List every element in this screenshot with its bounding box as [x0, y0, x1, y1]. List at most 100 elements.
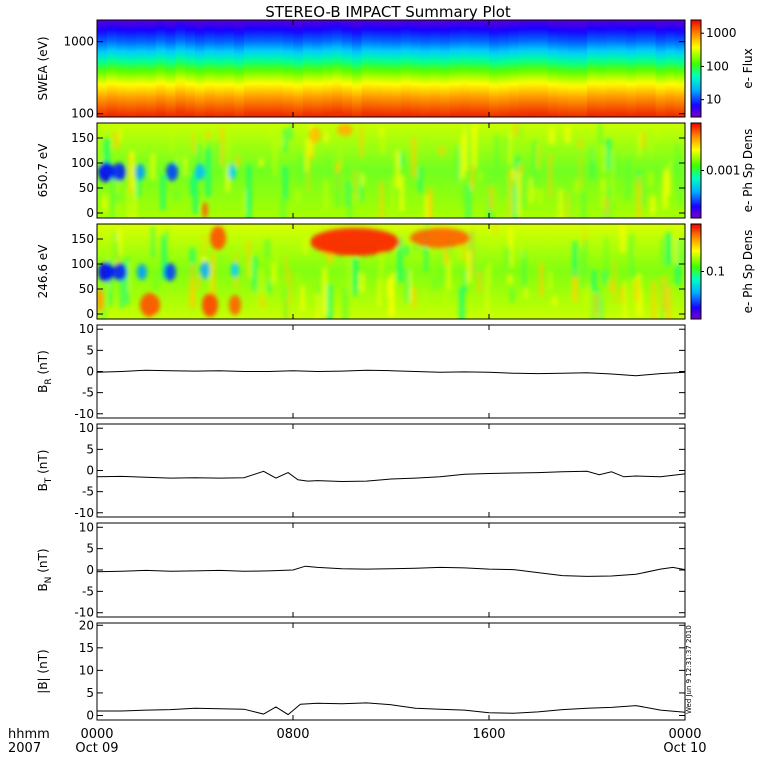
- heatmap-streak: [516, 172, 521, 216]
- y-tick-label: 0: [86, 365, 94, 379]
- heatmap-streak: [572, 270, 579, 302]
- heatmap-streak: [662, 168, 668, 209]
- heatmap-feature: [200, 261, 210, 279]
- heatmap-column: [263, 20, 274, 116]
- heatmap-streak: [641, 132, 646, 149]
- heatmap-streak: [512, 187, 519, 218]
- time-tick-label: 0800: [276, 727, 309, 742]
- colorbar-tick-label: 100: [706, 59, 729, 73]
- heatmap-column: [253, 20, 264, 116]
- heatmap-column: [449, 20, 460, 117]
- heatmap-streak: [613, 261, 617, 304]
- heatmap-streak: [103, 138, 110, 173]
- heatmap-streak: [135, 172, 141, 198]
- heatmap-streak: [176, 153, 180, 164]
- heatmap-streak: [487, 262, 492, 284]
- heatmap-streak: [640, 181, 646, 207]
- heatmap-streak: [116, 193, 121, 202]
- heatmap-streak: [486, 266, 489, 312]
- heatmap-streak: [591, 270, 597, 291]
- heatmap-streak: [125, 257, 129, 305]
- heatmap-streak: [665, 232, 672, 266]
- heatmap-streak: [466, 250, 472, 283]
- heatmap-streak: [127, 186, 130, 218]
- time-tick-label: 1600: [472, 727, 505, 742]
- heatmap-streak: [219, 127, 225, 166]
- panel-5: -10 -5 0 5 10 BT (nT): [36, 421, 686, 520]
- heatmap-column: [479, 20, 489, 117]
- heatmap-streak: [149, 162, 152, 175]
- heatmap-streak: [183, 156, 188, 176]
- time-axis-label-top: hhmm: [8, 727, 50, 742]
- heatmap-column: [293, 23, 303, 117]
- heatmap-streak: [264, 239, 271, 258]
- heatmap-streak: [395, 150, 400, 189]
- y-axis-label: |B| (nT): [36, 649, 50, 693]
- heatmap-streak: [600, 178, 606, 208]
- y-tick-label: -5: [82, 584, 94, 598]
- panel-frame: [96, 324, 686, 419]
- heatmap-streak: [342, 286, 349, 319]
- heatmap-streak: [470, 164, 475, 190]
- heatmap-streak: [379, 181, 384, 218]
- heatmap-streak: [379, 128, 386, 154]
- y-tick-label: 5: [86, 442, 94, 456]
- heatmap-streak: [424, 288, 427, 309]
- heatmap-streak: [620, 224, 625, 253]
- heatmap-streak: [113, 131, 119, 150]
- heatmap-streak: [456, 145, 459, 184]
- heatmap-streak: [529, 178, 533, 203]
- heatmap-feature: [410, 228, 470, 248]
- heatmap-streak: [654, 127, 661, 139]
- heatmap-streak: [123, 267, 126, 303]
- heatmap-streak: [678, 160, 682, 207]
- heatmap-streak: [197, 143, 200, 178]
- time-axis-label-bottom: 2007: [8, 741, 41, 756]
- y-tick-label: 5: [86, 686, 94, 700]
- y-tick-label: 1000: [63, 35, 94, 49]
- heatmap-streak: [424, 248, 428, 272]
- heatmap-streak: [457, 167, 461, 186]
- heatmap-streak: [463, 190, 469, 218]
- heatmap-streak: [335, 171, 341, 207]
- heatmap-streak: [494, 134, 499, 181]
- heatmap-streak: [278, 137, 282, 147]
- heatmap-streak: [197, 274, 201, 289]
- heatmap-streak: [378, 244, 384, 292]
- heatmap-streak: [624, 158, 631, 200]
- heatmap-streak: [494, 224, 498, 235]
- heatmap-streak: [633, 280, 639, 302]
- heatmap-column: [469, 20, 480, 116]
- heatmap-streak: [580, 248, 584, 288]
- y-tick-label: -10: [74, 606, 94, 620]
- heatmap-streak: [404, 245, 409, 256]
- y-tick-label: 0: [86, 708, 94, 722]
- heatmap-streak: [638, 133, 641, 157]
- heatmap-streak: [225, 166, 230, 192]
- heatmap-column: [391, 20, 401, 117]
- y-tick-label: 10: [79, 421, 94, 435]
- heatmap-streak: [504, 136, 510, 153]
- heatmap-streak: [633, 248, 636, 258]
- heatmap-streak: [354, 169, 357, 201]
- heatmap-column: [547, 20, 558, 117]
- heatmap-streak: [328, 284, 331, 319]
- heatmap-column: [606, 20, 617, 113]
- heatmap-streak: [324, 180, 329, 209]
- heatmap-streak: [583, 239, 588, 276]
- heatmap-streak: [620, 285, 624, 304]
- heatmap-streak: [324, 132, 329, 143]
- heatmap-streak: [609, 280, 614, 293]
- heatmap-streak: [386, 278, 390, 298]
- heatmap-streak: [558, 188, 563, 218]
- heatmap-streak: [666, 286, 672, 319]
- heatmap-column: [675, 23, 685, 117]
- heatmap-column: [351, 23, 362, 117]
- heatmap-streak: [674, 236, 678, 264]
- y-tick-label: 100: [71, 107, 94, 121]
- heatmap-column: [440, 21, 450, 117]
- heatmap-streak: [651, 280, 657, 319]
- heatmap-streak: [459, 287, 465, 319]
